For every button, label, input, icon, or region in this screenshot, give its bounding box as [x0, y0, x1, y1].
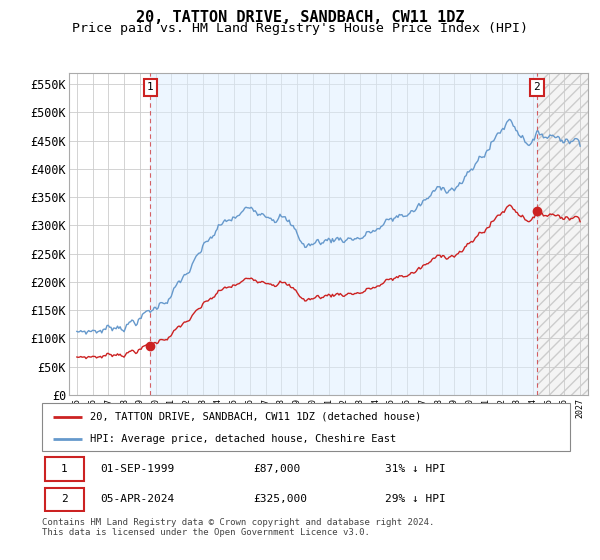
Text: 1: 1 — [147, 82, 154, 92]
Bar — [151, 73, 537, 395]
Text: 05-APR-2024: 05-APR-2024 — [100, 494, 175, 505]
Text: 2: 2 — [61, 494, 68, 505]
Text: 31% ↓ HPI: 31% ↓ HPI — [385, 464, 446, 474]
Text: Price paid vs. HM Land Registry's House Price Index (HPI): Price paid vs. HM Land Registry's House … — [72, 22, 528, 35]
Text: 20, TATTON DRIVE, SANDBACH, CW11 1DZ: 20, TATTON DRIVE, SANDBACH, CW11 1DZ — [136, 10, 464, 25]
FancyBboxPatch shape — [42, 403, 570, 451]
Text: 20, TATTON DRIVE, SANDBACH, CW11 1DZ (detached house): 20, TATTON DRIVE, SANDBACH, CW11 1DZ (de… — [89, 412, 421, 422]
Text: 1: 1 — [61, 464, 68, 474]
Text: £87,000: £87,000 — [253, 464, 301, 474]
Text: 01-SEP-1999: 01-SEP-1999 — [100, 464, 175, 474]
Text: 29% ↓ HPI: 29% ↓ HPI — [385, 494, 446, 505]
Text: 2: 2 — [533, 82, 540, 92]
FancyBboxPatch shape — [44, 488, 84, 511]
FancyBboxPatch shape — [44, 457, 84, 480]
Text: £325,000: £325,000 — [253, 494, 307, 505]
Text: HPI: Average price, detached house, Cheshire East: HPI: Average price, detached house, Ches… — [89, 434, 396, 444]
Text: Contains HM Land Registry data © Crown copyright and database right 2024.
This d: Contains HM Land Registry data © Crown c… — [42, 518, 434, 538]
